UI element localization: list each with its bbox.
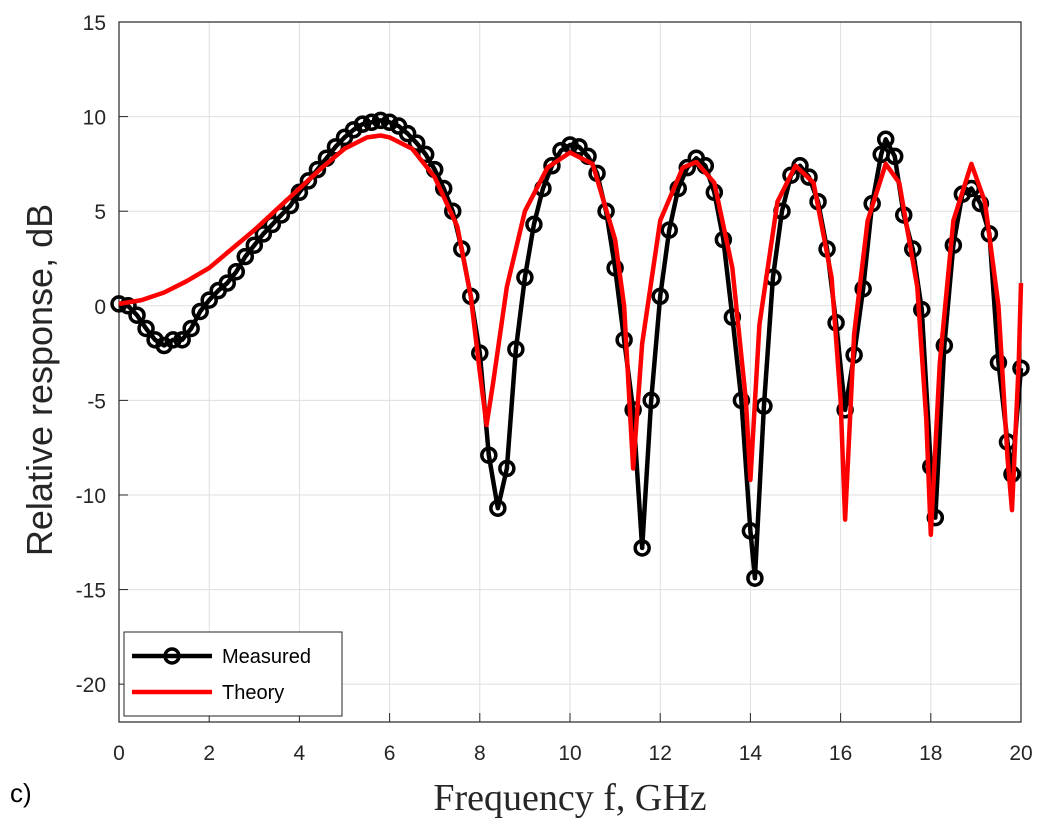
legend-label: Theory [222,682,284,704]
marker [182,319,200,338]
y-tick-label: 15 [83,12,106,35]
marker [782,166,800,184]
x-axis-label: Frequency f, GHz [433,777,706,819]
marker [922,457,940,476]
y-tick-label: -5 [87,390,106,413]
marker [362,113,381,132]
series-line [118,118,1024,581]
marker [254,225,273,243]
marker [660,221,678,239]
marker [525,215,543,234]
marker [854,280,872,298]
marker [480,446,498,464]
x-tick-label: 20 [1009,742,1032,765]
marker [741,522,760,540]
marker [137,319,155,338]
x-tick-label: 12 [649,742,672,765]
marker [516,268,534,287]
y-axis-label: Relative response, dB [19,204,60,556]
marker [299,172,318,190]
y-tick-label: -20 [76,674,106,697]
marker [624,401,642,419]
marker [913,300,931,319]
marker [227,262,246,281]
marker [633,539,651,557]
x-tick-label: 16 [829,742,852,765]
marker [191,302,209,321]
marker [164,331,182,349]
marker [200,291,218,309]
x-tick-label: 0 [113,742,125,765]
x-tick-label: 4 [294,742,306,765]
marker [543,157,561,175]
y-tick-label: -10 [76,485,106,508]
marker [800,168,818,186]
marker [371,111,390,130]
marker [263,215,282,234]
marker [173,331,191,349]
marker [678,158,697,177]
legend-label: Measured [222,646,311,668]
y-tick-label: 0 [94,296,106,319]
marker [507,340,525,359]
marker [245,236,264,254]
marker [398,124,417,143]
marker [651,287,669,306]
marker [570,138,588,156]
marker [498,459,516,478]
marker [380,113,399,132]
marker [746,569,764,587]
x-tick-label: 10 [558,742,581,765]
marker [128,306,146,324]
y-tick-label: -15 [76,580,106,603]
x-tick-label: 6 [384,742,396,765]
marker [876,130,895,149]
series-line [118,133,1024,537]
annotation: c) [10,778,32,808]
marker [236,247,255,266]
marker [308,160,327,179]
marker [989,353,1008,372]
x-tick-label: 2 [203,742,215,765]
marker [606,259,624,277]
x-tick-label: 14 [739,742,763,765]
legend-marker [163,647,181,665]
marker [489,499,507,517]
marker [407,134,426,152]
marker [353,115,372,133]
marker [885,147,904,166]
y-tick-label: 10 [83,107,106,130]
x-tick-label: 18 [919,742,942,765]
marker [732,391,751,410]
marker [642,391,660,410]
legend-box [123,631,343,717]
y-tick-label: 5 [94,201,106,224]
marker [218,274,236,292]
x-tick-label: 8 [474,742,486,765]
